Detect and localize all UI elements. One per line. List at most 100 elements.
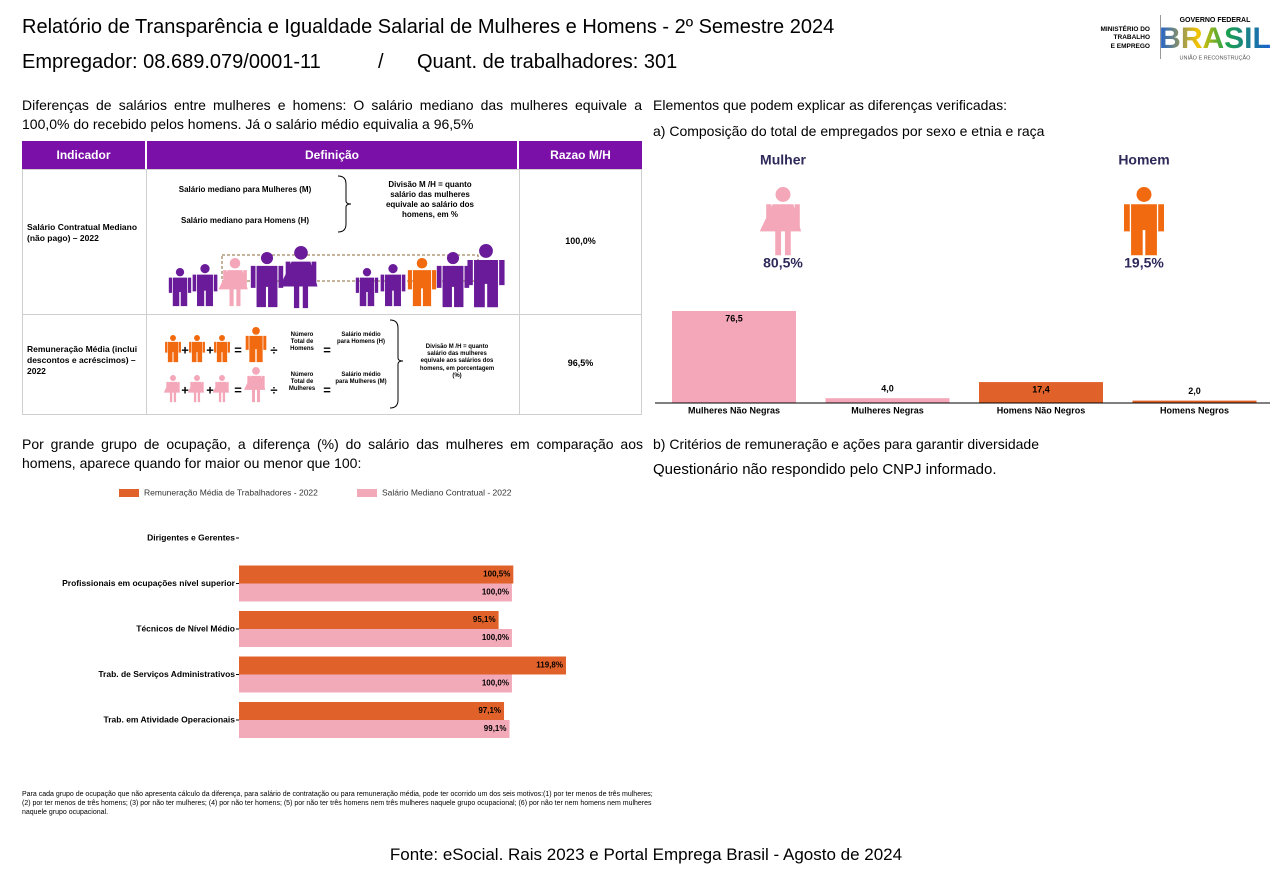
table-header: Definição	[147, 141, 519, 169]
person-icon	[168, 277, 192, 307]
bar	[672, 311, 796, 403]
person-icon	[294, 246, 308, 260]
bar	[239, 611, 499, 629]
table-header: Razao M/H	[519, 141, 642, 169]
definition-text: Número Total de Homens	[290, 332, 314, 353]
ministry-logo: MINISTÉRIO DO TRABALHO E EMPREGO	[1060, 26, 1150, 51]
source: Fonte: eSocial. Rais 2023 e Portal Empre…	[389, 845, 903, 864]
bar	[239, 629, 512, 647]
definition-text: Número Total de Mulheres	[288, 372, 316, 393]
person-icon	[194, 335, 200, 341]
definition-text: Salário médio para Mulheres (M)	[335, 372, 387, 386]
value-label: 99,1%	[484, 724, 507, 733]
bar	[239, 583, 512, 602]
gender-label: Mulher	[760, 152, 806, 168]
operator: ÷	[270, 342, 277, 357]
person-icon	[436, 265, 470, 308]
workers: Quant. de trabalhadores: 301	[417, 51, 678, 73]
operator: +	[181, 382, 189, 397]
person-icon	[252, 327, 260, 335]
operator: +	[206, 342, 214, 357]
ministry-line: MINISTÉRIO DO	[1100, 26, 1150, 33]
value-label: 100,5%	[483, 570, 510, 579]
person-icon	[479, 244, 493, 258]
bar	[979, 382, 1103, 403]
value-label: 4,0	[881, 384, 894, 394]
person-icon	[170, 335, 176, 341]
category-label: Trab. em Atividade Operacionais	[104, 714, 236, 724]
category-label: Técnicos de Nível Médio	[136, 623, 235, 633]
person-icon	[219, 375, 225, 381]
definition-text: Salário mediano para Homens (H)	[180, 216, 310, 225]
title: Relatório de Transparência e Igualdade S…	[22, 16, 835, 38]
answer: Questionário não respondido pelo CNPJ in…	[653, 461, 997, 478]
person-icon	[200, 264, 210, 274]
operator: =	[234, 382, 242, 397]
bar	[239, 720, 510, 738]
bar	[239, 656, 566, 675]
category-label: Mulheres Não Negras	[688, 405, 780, 415]
ratio: 100,0%	[565, 236, 596, 246]
category-label: Homens Negros	[1160, 405, 1229, 415]
ministry-line: TRABALHO	[1113, 34, 1150, 42]
person-icon	[380, 274, 406, 307]
definition-text: Salário mediano para Mulheres (M)	[178, 185, 312, 194]
person-icon	[245, 335, 267, 363]
person-icon	[355, 277, 379, 307]
person-icon	[212, 381, 230, 403]
value-label: 100,0%	[482, 588, 509, 597]
person-icon	[219, 335, 225, 341]
person-icon	[759, 204, 802, 256]
person-icon	[250, 265, 284, 308]
elements-heading: Elementos que podem explicar as diferenç…	[653, 97, 1008, 113]
logo-divider	[1160, 15, 1261, 59]
legend-swatch	[357, 489, 377, 497]
part-a: a) Composição do total de empregados por…	[653, 123, 1045, 139]
person-icon	[252, 367, 260, 375]
brand: BRASIL	[1159, 22, 1271, 55]
person-icon	[192, 274, 218, 307]
person-icon	[446, 251, 460, 265]
operator: =	[323, 342, 331, 357]
person-icon	[467, 259, 505, 308]
table-cell	[519, 314, 642, 415]
value-label: 76,5	[725, 313, 743, 323]
part-b: b) Critérios de remuneração e ações para…	[653, 436, 1039, 452]
definition-text: Divisão M /H = quanto salário das mulher…	[385, 180, 475, 219]
value-label: 100,0%	[482, 633, 509, 642]
category-label: Trab. de Serviços Administrativos	[98, 669, 235, 679]
person-icon	[260, 251, 274, 265]
brace	[389, 319, 404, 409]
person-icon	[279, 261, 318, 309]
person-icon	[170, 375, 176, 381]
value-label: 100,0%	[482, 679, 509, 688]
definition-text: Divisão M /H = quanto salário das mulher…	[419, 344, 495, 379]
bar	[1132, 400, 1257, 403]
bar	[239, 702, 505, 720]
value-label: 119,8%	[536, 661, 563, 670]
bar	[239, 565, 514, 584]
category-label: Homens Não Negros	[997, 405, 1086, 415]
person-icon	[218, 270, 248, 307]
person-icon	[1136, 187, 1152, 202]
operator: ÷	[270, 382, 277, 397]
operator: =	[234, 342, 242, 357]
category-label: Dirigentes e Gerentes	[147, 532, 235, 542]
person-icon	[165, 341, 181, 363]
gender-share: 80,5%	[763, 255, 803, 271]
person-icon	[1123, 204, 1165, 256]
person-icon	[163, 381, 181, 403]
person-icon	[229, 258, 241, 269]
person-icon	[189, 341, 205, 363]
indicator: Salário Contratual Mediano (não pago) – …	[27, 222, 138, 244]
government: GOVERNO FEDERAL	[1180, 17, 1252, 24]
value-label: 95,1%	[473, 615, 496, 624]
value-label: 2,0	[1188, 386, 1201, 396]
separator: /	[378, 51, 384, 73]
table-header: Indicador	[22, 141, 147, 169]
person-icon	[416, 258, 428, 269]
person-icon	[187, 381, 205, 403]
person-icon	[244, 375, 266, 403]
category-label: Profissionais em ocupações nível superio…	[62, 578, 236, 588]
